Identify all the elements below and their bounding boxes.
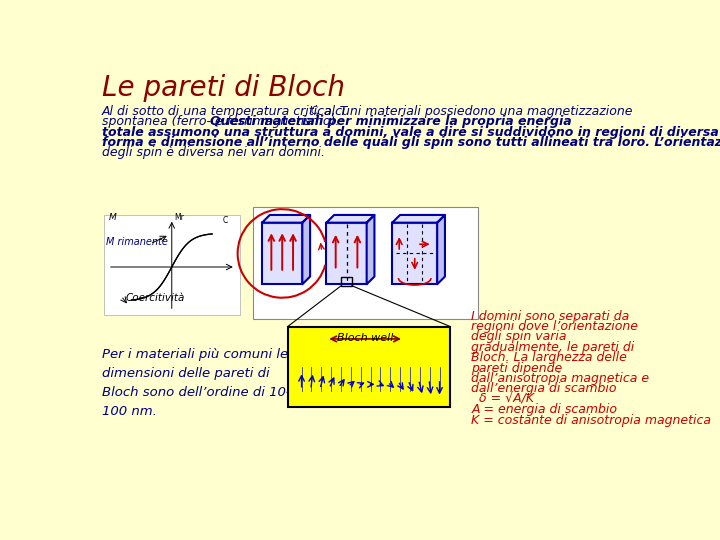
Text: Per i materiali più comuni le
dimensioni delle pareti di
Bloch sono dell’ordine : Per i materiali più comuni le dimensioni… xyxy=(102,348,290,418)
Polygon shape xyxy=(326,215,374,222)
Text: degli spin varia: degli spin varia xyxy=(472,330,567,343)
Text: Coercitività: Coercitività xyxy=(126,293,185,303)
Text: Questi materiali per minimizzare la propria energia: Questi materiali per minimizzare la prop… xyxy=(210,115,572,128)
Text: M rimanente: M rimanente xyxy=(106,238,167,247)
Polygon shape xyxy=(392,215,445,222)
Polygon shape xyxy=(366,215,374,284)
Bar xyxy=(341,276,352,286)
Polygon shape xyxy=(302,215,310,284)
Text: totale assumono una struttura a domini, vale a dire si suddividono in regioni di: totale assumono una struttura a domini, … xyxy=(102,126,719,139)
Text: dall’energia di scambio: dall’energia di scambio xyxy=(472,382,617,395)
Text: Bloch well: Bloch well xyxy=(337,333,393,343)
Text: dall’anisotropia magnetica e: dall’anisotropia magnetica e xyxy=(472,372,649,385)
Polygon shape xyxy=(262,215,310,222)
Text: spontanea (ferro- e ferrimagnetismo).: spontanea (ferro- e ferrimagnetismo). xyxy=(102,115,347,128)
Text: degli spin è diversa nei vari domini.: degli spin è diversa nei vari domini. xyxy=(102,146,325,159)
Text: C: C xyxy=(222,215,228,225)
Text: regioni dove l’orientazione: regioni dove l’orientazione xyxy=(472,320,639,333)
Bar xyxy=(253,207,477,319)
Text: C: C xyxy=(310,106,317,116)
Text: Al di sotto di una temperatura critica, T: Al di sotto di una temperatura critica, … xyxy=(102,105,348,118)
Bar xyxy=(262,222,302,284)
Text: gradualmente, le pareti di: gradualmente, le pareti di xyxy=(472,341,634,354)
Text: forma e dimensione all’interno delle quali gli spin sono tutti allineati tra lor: forma e dimensione all’interno delle qua… xyxy=(102,136,720,149)
Text: I domini sono separati da: I domini sono separati da xyxy=(472,309,629,323)
Text: M: M xyxy=(109,213,117,221)
Text: , alcuni materiali possiedono una magnetizzazione: , alcuni materiali possiedono una magnet… xyxy=(315,105,632,118)
Bar xyxy=(104,215,240,315)
Bar xyxy=(326,222,366,284)
Polygon shape xyxy=(437,215,445,284)
Bar xyxy=(287,327,451,408)
Text: Mr: Mr xyxy=(174,213,184,222)
Text: Le pareti di Bloch: Le pareti di Bloch xyxy=(102,74,345,102)
Text: Bloch. La larghezza delle: Bloch. La larghezza delle xyxy=(472,351,627,364)
Text: K = costante di anisotropia magnetica: K = costante di anisotropia magnetica xyxy=(472,414,711,427)
Bar xyxy=(392,222,437,284)
Text: A = energia di scambio: A = energia di scambio xyxy=(472,403,617,416)
Text: δ = √A/K: δ = √A/K xyxy=(472,393,534,406)
Text: pareti dipende: pareti dipende xyxy=(472,362,562,375)
